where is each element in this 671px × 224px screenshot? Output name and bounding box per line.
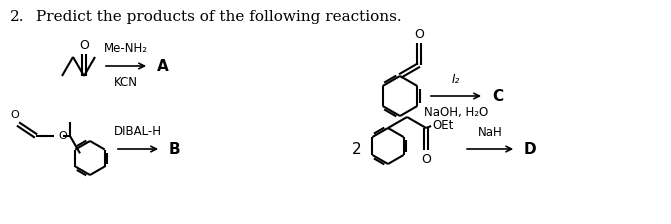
Text: DIBAL-H: DIBAL-H [114, 125, 162, 138]
Text: KCN: KCN [114, 76, 138, 89]
Text: NaOH, H₂O: NaOH, H₂O [424, 106, 488, 119]
Text: O: O [58, 131, 66, 141]
Text: 2.: 2. [10, 10, 25, 24]
Text: O: O [414, 28, 424, 41]
Text: 2: 2 [352, 142, 362, 157]
Text: NaH: NaH [478, 126, 503, 139]
Text: I₂: I₂ [452, 73, 460, 86]
Text: D: D [524, 142, 537, 157]
Text: Predict the products of the following reactions.: Predict the products of the following re… [36, 10, 402, 24]
Text: OEt: OEt [432, 118, 454, 131]
Text: O: O [79, 39, 89, 52]
Text: C: C [492, 88, 503, 103]
Text: A: A [157, 58, 168, 73]
Text: O: O [11, 110, 19, 120]
Text: O: O [421, 153, 431, 166]
Text: Me-NH₂: Me-NH₂ [104, 42, 148, 55]
Text: B: B [169, 142, 180, 157]
